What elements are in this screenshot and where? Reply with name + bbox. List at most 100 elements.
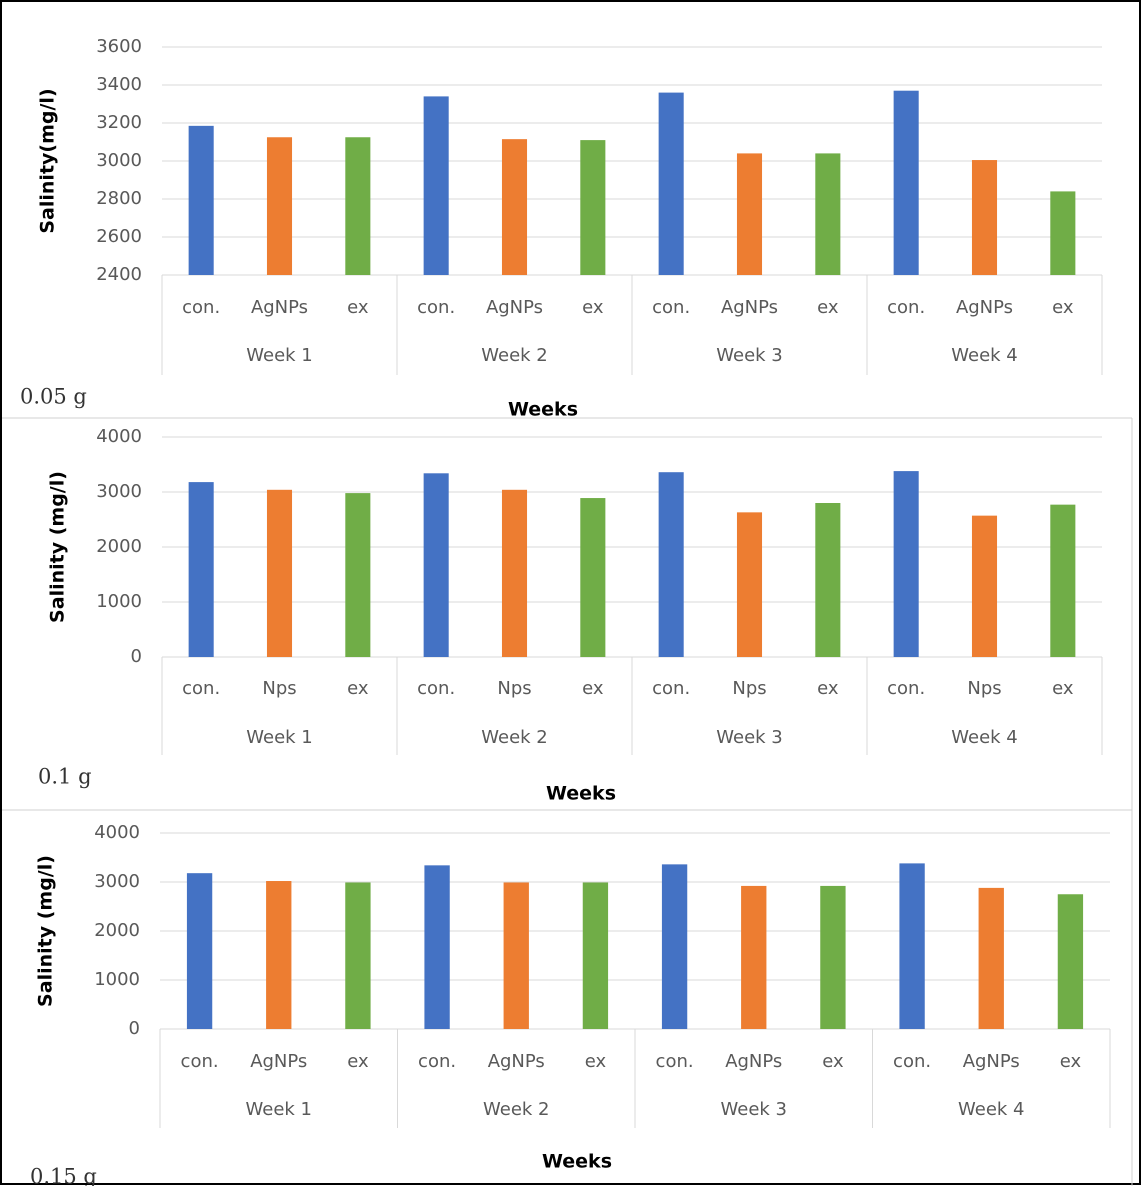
x-tick-label: ex: [1060, 1051, 1082, 1072]
group-label: Week 4: [951, 345, 1018, 366]
y-tick-label: 2400: [96, 264, 142, 285]
bar: [501, 139, 528, 275]
x-tick-label: AgNPs: [963, 1051, 1020, 1072]
x-tick-label: ex: [347, 1051, 369, 1072]
x-tick-label: AgNPs: [956, 297, 1013, 318]
bar: [188, 125, 214, 275]
bar: [266, 881, 292, 1029]
bar: [893, 90, 919, 275]
x-tick-label: AgNPs: [251, 297, 308, 318]
x-tick-label: con.: [182, 678, 220, 699]
bar: [893, 471, 919, 657]
x-tick-label: con.: [417, 297, 455, 318]
group-label: Week 2: [481, 345, 548, 366]
bar: [815, 153, 841, 275]
x-tick-label: con.: [893, 1051, 931, 1072]
x-axis-title: Weeks: [508, 399, 578, 421]
x-tick-label: ex: [347, 678, 369, 699]
x-axis-title: Weeks: [542, 1151, 612, 1173]
x-tick-label: ex: [817, 678, 839, 699]
x-tick-label: Nps: [967, 678, 1001, 699]
x-tick-label: ex: [822, 1051, 844, 1072]
y-tick-label: 1000: [96, 591, 142, 612]
x-tick-label: con.: [887, 297, 925, 318]
y-tick-label: 0: [131, 646, 142, 667]
x-tick-label: con.: [418, 1051, 456, 1072]
x-tick-label: con.: [182, 297, 220, 318]
y-axis-title: Salinity(mg/l): [37, 88, 59, 233]
y-tick-label: 3000: [96, 150, 142, 171]
y-tick-label: 2000: [94, 920, 140, 941]
y-axis-title: Salinity (mg/l): [35, 855, 57, 1007]
bar: [580, 140, 606, 275]
bar: [820, 885, 846, 1029]
group-label: Week 4: [958, 1099, 1025, 1120]
x-tick-label: ex: [1052, 678, 1074, 699]
x-tick-label: ex: [585, 1051, 607, 1072]
group-label: Week 2: [481, 727, 548, 748]
bar: [186, 873, 213, 1029]
bar: [423, 96, 449, 276]
bar: [423, 473, 449, 657]
bar: [345, 137, 371, 275]
group-label: Week 3: [721, 1099, 788, 1120]
bar: [1050, 191, 1076, 275]
x-tick-label: con.: [652, 678, 690, 699]
bar: [736, 153, 763, 275]
y-tick-label: 3200: [96, 112, 142, 133]
bar: [741, 885, 767, 1029]
bar: [345, 882, 371, 1029]
x-tick-label: AgNPs: [250, 1051, 307, 1072]
bar: [971, 515, 998, 657]
y-tick-label: 2000: [96, 536, 142, 557]
x-tick-label: Nps: [497, 678, 531, 699]
bar: [658, 92, 684, 275]
x-tick-label: AgNPs: [725, 1051, 782, 1072]
x-tick-label: ex: [582, 678, 604, 699]
bar: [815, 503, 841, 657]
y-tick-label: 0: [129, 1018, 140, 1039]
y-axis-title: Salinity (mg/l): [47, 471, 69, 623]
bar: [978, 887, 1004, 1029]
group-label: Week 3: [716, 345, 783, 366]
y-tick-label: 3400: [96, 74, 142, 95]
y-tick-label: 2600: [96, 226, 142, 247]
group-label: Week 2: [483, 1099, 550, 1120]
bar: [661, 864, 688, 1029]
y-tick-label: 4000: [96, 426, 142, 447]
y-tick-label: 3600: [96, 36, 142, 57]
x-tick-label: AgNPs: [721, 297, 778, 318]
bar: [582, 882, 609, 1029]
x-tick-label: ex: [582, 297, 604, 318]
bar: [658, 472, 684, 657]
bar: [266, 137, 293, 275]
x-tick-label: ex: [817, 297, 839, 318]
group-label: Week 3: [716, 727, 783, 748]
y-tick-label: 2800: [96, 188, 142, 209]
x-tick-label: AgNPs: [486, 297, 543, 318]
bar: [1050, 504, 1076, 657]
y-tick-label: 4000: [94, 822, 140, 843]
x-tick-label: Nps: [732, 678, 766, 699]
annotation: 0.05 g: [20, 385, 87, 409]
x-tick-label: con.: [181, 1051, 219, 1072]
group-label: Week 4: [951, 727, 1018, 748]
x-tick-label: Nps: [262, 678, 296, 699]
bar: [501, 489, 528, 657]
bar: [188, 482, 214, 657]
y-tick-label: 1000: [94, 969, 140, 990]
x-tick-label: con.: [652, 297, 690, 318]
bar: [424, 865, 450, 1029]
x-axis-title: Weeks: [546, 783, 616, 805]
x-tick-label: con.: [656, 1051, 694, 1072]
bar: [266, 489, 293, 657]
group-label: Week 1: [246, 727, 313, 748]
x-tick-label: con.: [417, 678, 455, 699]
x-tick-label: con.: [887, 678, 925, 699]
group-label: Week 1: [246, 1099, 313, 1120]
bar: [580, 498, 606, 657]
group-label: Week 1: [246, 345, 313, 366]
bar: [971, 160, 998, 275]
